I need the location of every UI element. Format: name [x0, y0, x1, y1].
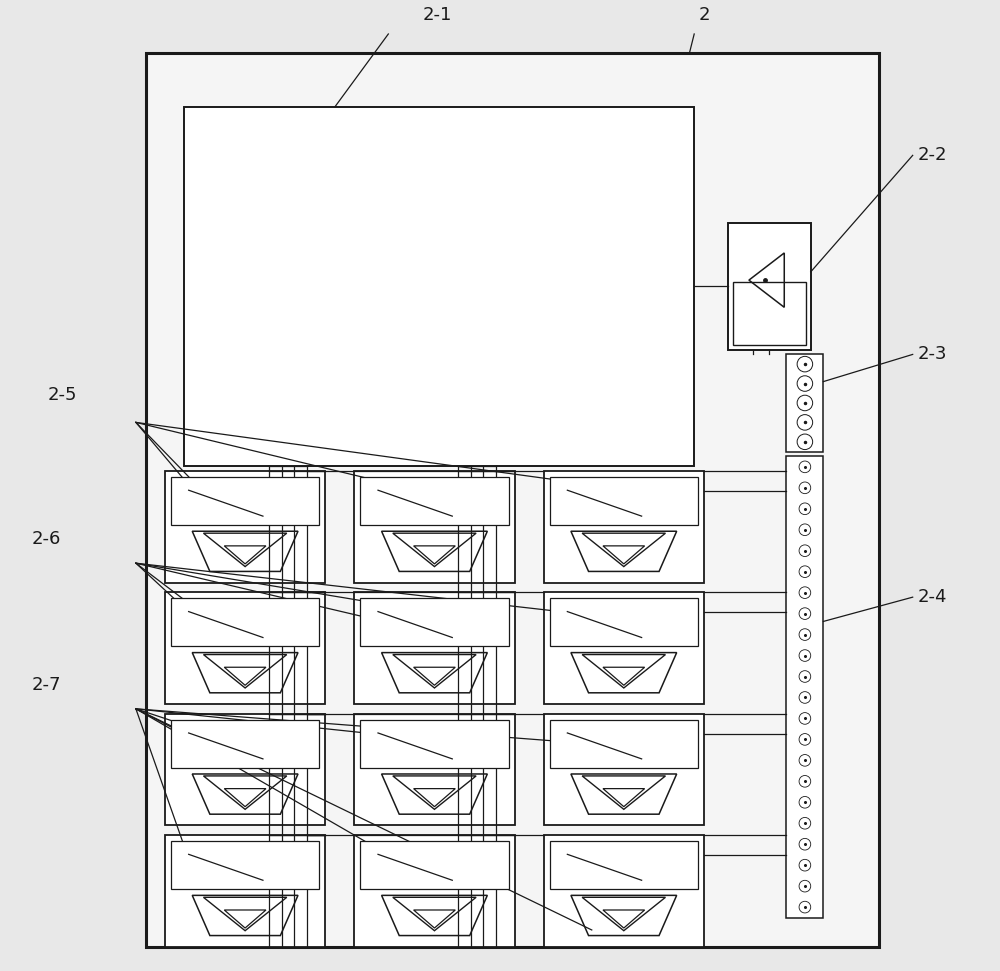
Bar — [786, 354, 823, 452]
Bar — [165, 471, 325, 583]
Text: 2-4: 2-4 — [918, 588, 947, 606]
Text: 2-7: 2-7 — [32, 676, 61, 693]
Bar — [786, 456, 823, 918]
Bar — [550, 841, 698, 888]
Bar — [360, 720, 509, 767]
Text: 2: 2 — [698, 6, 710, 24]
Bar — [550, 477, 698, 524]
Bar — [354, 592, 515, 704]
Bar — [146, 53, 879, 947]
Text: 2-1: 2-1 — [422, 6, 452, 24]
Bar — [165, 835, 325, 947]
Bar — [360, 598, 509, 646]
Bar — [171, 477, 319, 524]
Bar — [171, 841, 319, 888]
Bar — [728, 223, 811, 350]
Bar — [550, 720, 698, 767]
Bar — [165, 592, 325, 704]
Bar — [360, 477, 509, 524]
Bar — [171, 720, 319, 767]
Bar — [354, 471, 515, 583]
Bar — [733, 282, 806, 345]
Bar — [165, 714, 325, 825]
Text: 2-2: 2-2 — [918, 147, 947, 164]
Bar — [171, 598, 319, 646]
Bar — [544, 592, 704, 704]
Text: 2-3: 2-3 — [918, 346, 947, 363]
Bar — [550, 598, 698, 646]
Bar — [544, 835, 704, 947]
Bar — [184, 107, 694, 466]
Text: 2-6: 2-6 — [32, 530, 61, 548]
Bar — [544, 714, 704, 825]
Bar — [354, 714, 515, 825]
Bar — [354, 835, 515, 947]
Bar — [360, 841, 509, 888]
Bar — [544, 471, 704, 583]
Text: 2-5: 2-5 — [48, 386, 78, 404]
